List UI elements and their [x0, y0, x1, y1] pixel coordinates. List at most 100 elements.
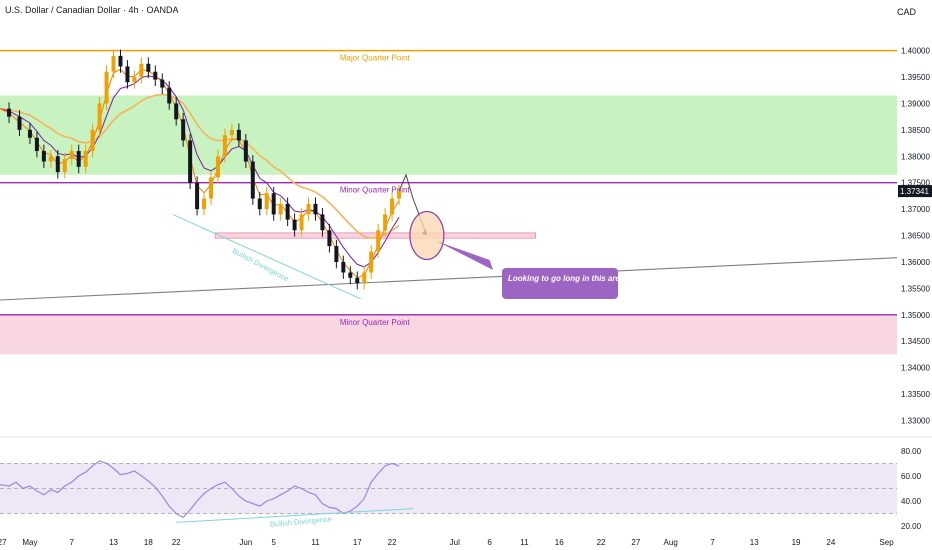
- candle-body: [174, 103, 179, 120]
- candle-body: [97, 103, 102, 130]
- time-tick-label: May: [22, 538, 37, 547]
- candle-body: [369, 251, 374, 273]
- time-tick-label: 13: [750, 538, 759, 547]
- candle-body: [195, 182, 200, 210]
- candle-body: [376, 230, 381, 252]
- time-tick-label: 27: [0, 538, 7, 547]
- price-tick-label: 1.34000: [901, 364, 930, 373]
- time-tick-label: 19: [792, 538, 801, 547]
- candle-body: [236, 129, 241, 141]
- time-tick-label: 5: [271, 538, 276, 547]
- rsi-line: [0, 460, 400, 519]
- candle-body: [215, 156, 220, 178]
- candle-body: [355, 277, 360, 284]
- candle-body: [390, 198, 395, 215]
- price-tick-label: 1.36500: [901, 232, 930, 241]
- candle-body: [41, 150, 46, 162]
- price-tick-label: 1.33000: [901, 416, 930, 425]
- candle-body: [257, 198, 262, 210]
- callout-box: [502, 268, 618, 299]
- time-tick-label: Jul: [450, 538, 460, 547]
- candle-body: [188, 140, 193, 183]
- time-tick-label: 11: [311, 538, 320, 547]
- candle-body: [202, 198, 207, 210]
- candle-body: [243, 140, 248, 162]
- price-tick-label: 1.39000: [901, 99, 930, 108]
- candle-body: [285, 203, 290, 220]
- long-area-circle: [409, 210, 445, 261]
- chart-title: U.S. Dollar / Canadian Dollar · 4h · OAN…: [5, 5, 179, 15]
- candle-body: [271, 193, 276, 215]
- candle-body: [397, 191, 402, 199]
- price-tick-label: 1.39500: [901, 73, 930, 82]
- time-tick-label: 16: [555, 538, 564, 547]
- rsi-tick-label: 40.00: [901, 497, 922, 506]
- candle-body: [327, 230, 332, 247]
- candle-body: [292, 219, 297, 231]
- time-tick-label: Aug: [664, 538, 678, 547]
- candle-body: [17, 116, 22, 130]
- minor-quarter-label-bottom: Minor Quarter Point: [340, 318, 411, 327]
- price-divergence-line: [172, 213, 361, 300]
- candle-body: [62, 158, 67, 173]
- candle-body: [209, 177, 214, 199]
- price-tick-label: 1.35500: [901, 284, 930, 293]
- price-tick-label: 1.35000: [901, 311, 930, 320]
- candle-body: [104, 71, 109, 104]
- candle-body: [181, 119, 186, 141]
- time-tick-label: Sep: [879, 538, 894, 547]
- time-tick-label: 18: [144, 538, 153, 547]
- candle-body: [320, 214, 325, 231]
- time-tick-label: Jun: [239, 538, 252, 547]
- time-tick-label: 22: [597, 538, 606, 547]
- candle-body: [34, 137, 39, 151]
- time-tick-label: 22: [388, 538, 397, 547]
- candle-body: [250, 161, 255, 199]
- price-tick-label: 1.37000: [901, 205, 930, 214]
- candle-body: [299, 214, 304, 231]
- candle-body: [118, 55, 123, 67]
- price-tick-label: 1.36000: [901, 258, 930, 267]
- pink-zone: [0, 314, 897, 355]
- callout-pointer: [437, 241, 494, 270]
- last-price-badge: [898, 185, 932, 198]
- ema-long-line: [0, 93, 400, 240]
- currency-label: CAD: [896, 7, 916, 17]
- major-quarter-label: Major Quarter Point: [340, 54, 411, 63]
- candle-body: [139, 63, 144, 77]
- candle-body: [83, 150, 88, 167]
- green-zone: [0, 95, 897, 175]
- time-tick-label: 13: [109, 538, 118, 547]
- candle-body: [348, 272, 353, 278]
- minor-quarter-label-top: Minor Quarter Point: [340, 186, 411, 195]
- ema-mid-line: [0, 75, 400, 268]
- price-tick-label: 1.40000: [901, 47, 930, 56]
- candle-body: [383, 214, 388, 231]
- candle-body: [229, 129, 234, 136]
- candle-body: [160, 79, 165, 88]
- candle-body: [27, 129, 32, 138]
- rsi-tick-label: 20.00: [901, 522, 922, 531]
- price-tick-label: 1.34500: [901, 337, 930, 346]
- candle-body: [132, 76, 137, 83]
- price-tick-label: 1.33500: [901, 390, 930, 399]
- candle-body: [125, 66, 130, 83]
- rsi-divergence-line: [176, 508, 414, 523]
- price-tick-label: 1.38000: [901, 152, 930, 161]
- candle-body: [362, 272, 367, 284]
- candle-body: [48, 156, 53, 162]
- candle-body: [76, 150, 81, 167]
- candle-body: [90, 129, 95, 151]
- time-tick-label: 24: [826, 538, 835, 547]
- price-tick-label: 1.38500: [901, 126, 930, 135]
- price-tick-label: 1.37500: [901, 179, 930, 188]
- candle-body: [69, 150, 74, 159]
- candle-body: [167, 87, 172, 104]
- candle-body: [264, 193, 269, 210]
- candle-body: [153, 71, 158, 80]
- time-tick-label: 27: [631, 538, 640, 547]
- time-tick-label: 22: [172, 538, 181, 547]
- candle-body: [306, 203, 311, 215]
